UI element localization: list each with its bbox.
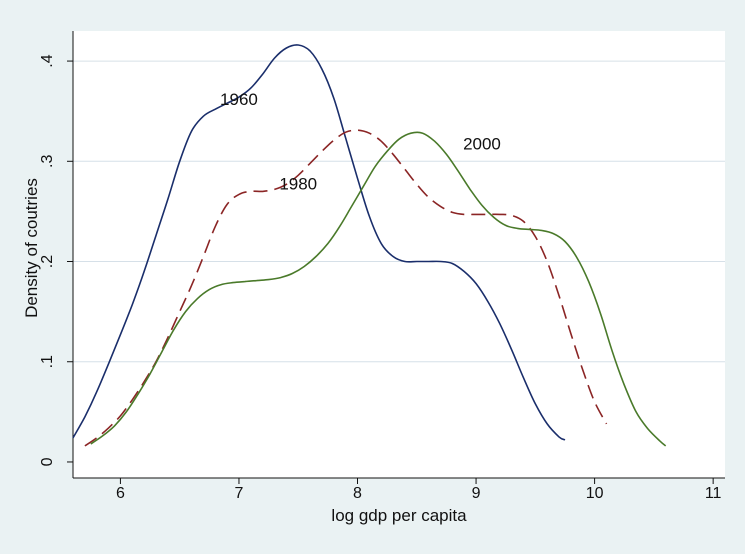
x-tick-label: 6 (116, 485, 125, 502)
series-lines (72, 44, 667, 447)
x-tick-label: 7 (235, 485, 244, 502)
ticks: 0 .1 .2 .3 .4 6 7 8 9 10 11 (39, 54, 722, 502)
x-axis-title: log gdp per capita (331, 506, 467, 525)
y-tick-label: .4 (39, 54, 56, 67)
series-line-1960 (72, 44, 566, 441)
x-tick-label: 10 (586, 485, 604, 502)
series-label-1960: 1960 (220, 90, 258, 109)
y-tick-label: 0 (39, 457, 56, 466)
series-label-2000: 2000 (463, 134, 501, 153)
series-labels: 1960 1980 2000 (220, 90, 501, 193)
x-tick-label: 9 (472, 485, 481, 502)
y-tick-label: .2 (39, 255, 56, 268)
x-tick-label: 11 (705, 485, 722, 502)
series-line-2000 (90, 131, 667, 447)
x-tick-label: 8 (353, 485, 362, 502)
y-tick-label: .1 (39, 355, 56, 368)
y-tick-label: .3 (39, 155, 56, 168)
series-label-1980: 1980 (279, 174, 317, 193)
series-line-1980 (84, 129, 608, 447)
y-axis-title: Density of coutries (22, 178, 41, 318)
plot-area (73, 31, 725, 478)
axes (72, 31, 725, 479)
